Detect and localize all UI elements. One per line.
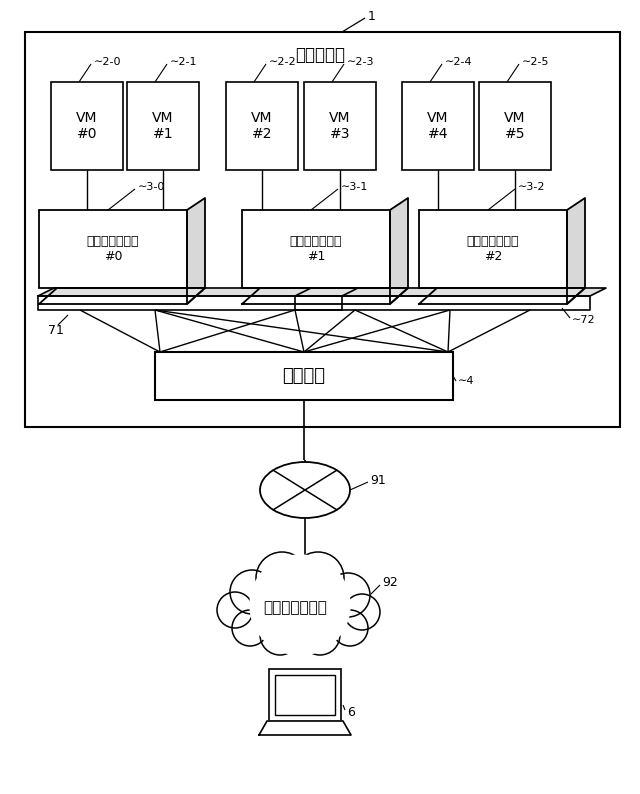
Text: インターネット: インターネット [263, 600, 327, 615]
Text: VM
#0: VM #0 [76, 111, 98, 141]
Polygon shape [567, 198, 585, 304]
Polygon shape [38, 296, 342, 310]
Text: ∼3-0: ∼3-0 [138, 182, 165, 192]
Polygon shape [259, 721, 351, 735]
Bar [402, 82, 474, 170]
Circle shape [326, 573, 370, 617]
Polygon shape [38, 288, 358, 296]
Text: VM
#3: VM #3 [329, 111, 351, 141]
Text: ディスパッチャ
#0: ディスパッチャ #0 [87, 235, 140, 263]
Text: ∼4: ∼4 [458, 376, 474, 386]
Text: ∼2-5: ∼2-5 [522, 57, 550, 67]
Text: ∼2-0: ∼2-0 [94, 57, 122, 67]
Bar [419, 210, 567, 288]
Polygon shape [242, 288, 408, 304]
Circle shape [344, 594, 380, 630]
Text: VM
#2: VM #2 [252, 111, 273, 141]
Bar [226, 82, 298, 170]
Text: ディスパッチャ
#1: ディスパッチャ #1 [290, 235, 342, 263]
Bar [39, 210, 187, 288]
Circle shape [217, 592, 253, 628]
Text: 91: 91 [370, 473, 386, 487]
Text: 71: 71 [48, 323, 64, 337]
Circle shape [256, 552, 308, 604]
Ellipse shape [260, 462, 350, 518]
Text: ∼2-1: ∼2-1 [170, 57, 198, 67]
Text: 92: 92 [382, 576, 397, 589]
Polygon shape [295, 296, 590, 310]
Circle shape [230, 570, 274, 614]
Bar [155, 352, 453, 400]
Bar [242, 210, 390, 288]
Text: VM
#4: VM #4 [428, 111, 449, 141]
Circle shape [250, 555, 350, 655]
Polygon shape [187, 198, 205, 304]
Text: VM
#5: VM #5 [504, 111, 525, 141]
Bar [275, 675, 335, 715]
Text: ∼3-2: ∼3-2 [518, 182, 545, 192]
Bar [304, 82, 376, 170]
Text: VM
#1: VM #1 [152, 111, 173, 141]
Polygon shape [419, 288, 585, 304]
Circle shape [300, 615, 340, 655]
Circle shape [332, 610, 368, 646]
Text: ∼72: ∼72 [572, 315, 596, 325]
Bar [25, 32, 620, 427]
Bar [479, 82, 551, 170]
Text: ∼2-3: ∼2-3 [347, 57, 374, 67]
Polygon shape [295, 288, 606, 296]
Text: バランサ: バランサ [282, 367, 326, 385]
Polygon shape [39, 288, 205, 304]
Text: ∼3-1: ∼3-1 [341, 182, 369, 192]
Bar [269, 669, 341, 721]
Text: ディスパッチャ
#2: ディスパッチャ #2 [467, 235, 519, 263]
Circle shape [292, 552, 344, 604]
Circle shape [260, 615, 300, 655]
Text: 物理サーバ: 物理サーバ [295, 46, 345, 64]
Circle shape [232, 610, 268, 646]
Text: 6: 6 [347, 706, 355, 719]
Text: ∼2-2: ∼2-2 [269, 57, 296, 67]
Text: 1: 1 [368, 10, 376, 22]
Bar [51, 82, 123, 170]
Bar [127, 82, 199, 170]
Polygon shape [390, 198, 408, 304]
Text: ∼2-4: ∼2-4 [445, 57, 472, 67]
